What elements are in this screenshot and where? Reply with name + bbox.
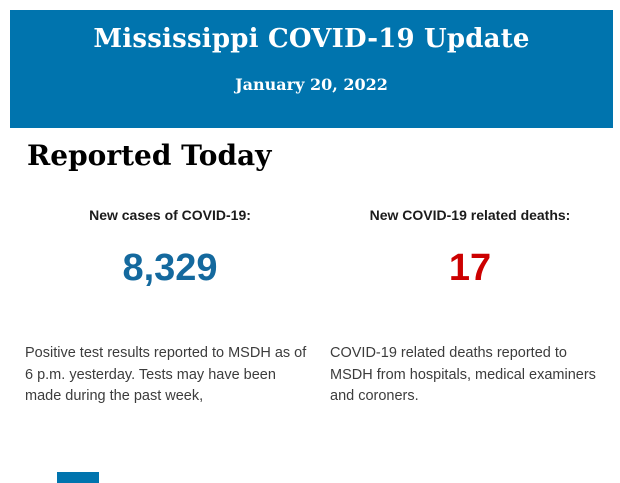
new-cases-description: Positive test results reported to MSDH a…	[25, 345, 307, 404]
header-banner: Mississippi COVID-19 Update January 20, …	[10, 10, 613, 128]
report-date: January 20, 2022	[235, 75, 388, 94]
next-section-banner-cutoff	[57, 472, 99, 483]
page-title: Mississippi COVID-19 Update	[93, 24, 530, 54]
stats-grid: New cases of COVID-19: New COVID-19 rela…	[25, 207, 610, 408]
new-cases-label: New cases of COVID-19:	[89, 207, 251, 223]
new-deaths-value: 17	[448, 247, 492, 289]
new-deaths-description: COVID-19 related deaths reported to MSDH…	[330, 345, 596, 404]
section-heading: Reported Today	[27, 139, 272, 172]
new-cases-value: 8,329	[122, 247, 218, 289]
new-deaths-label: New COVID-19 related deaths:	[369, 207, 571, 223]
